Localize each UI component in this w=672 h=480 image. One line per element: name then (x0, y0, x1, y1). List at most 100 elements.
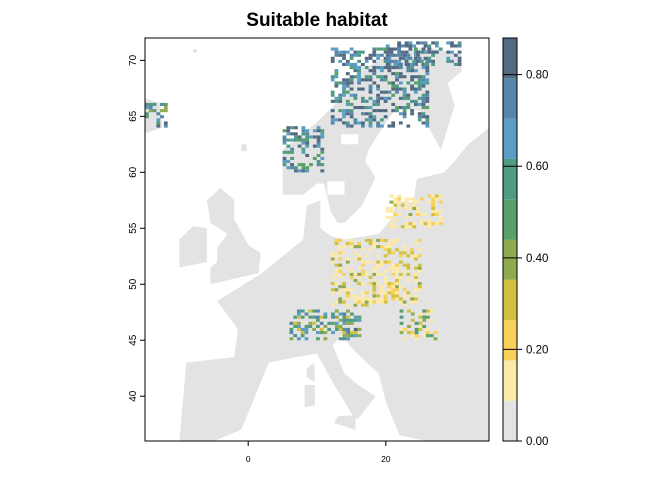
habitat-cell (383, 300, 388, 304)
habitat-cell (408, 56, 413, 60)
habitat-cell (330, 118, 335, 122)
habitat-cell (368, 87, 373, 91)
habitat-cell (349, 87, 354, 91)
habitat-cell (372, 99, 377, 103)
habitat-cell (163, 109, 168, 113)
habitat-cell (391, 66, 396, 70)
habitat-cell (380, 297, 384, 301)
habitat-cell (418, 327, 423, 331)
habitat-cell (160, 109, 164, 113)
habitat-cell (416, 212, 420, 216)
habitat-cell (407, 324, 411, 328)
habitat-cell (380, 260, 384, 264)
habitat-cell (446, 41, 451, 45)
habitat-cell (391, 263, 396, 267)
habitat-cell (323, 315, 328, 319)
habitat-cell (426, 309, 430, 313)
habitat-cell (412, 222, 417, 226)
habitat-cell (361, 291, 365, 295)
habitat-cell (426, 315, 430, 319)
habitat-cell (338, 275, 343, 279)
habitat-cell (286, 160, 291, 164)
legend-bin-4 (503, 239, 517, 280)
habitat-cell (301, 141, 306, 145)
habitat-cell (423, 56, 428, 60)
habitat-cell (376, 121, 380, 125)
habitat-cell (345, 291, 350, 295)
habitat-cell (391, 81, 396, 85)
habitat-cell (376, 124, 380, 128)
habitat-cell (361, 260, 365, 264)
habitat-cell (349, 238, 354, 242)
habitat-cell (414, 327, 419, 331)
habitat-cell (421, 81, 426, 85)
habitat-cell (338, 312, 343, 316)
habitat-cell (350, 318, 354, 322)
habitat-cell (372, 66, 377, 70)
habitat-cell (342, 282, 346, 286)
habitat-cell (342, 321, 347, 325)
habitat-cell (330, 93, 335, 97)
y-tick-label-45: 45 (128, 334, 139, 346)
habitat-cell (372, 266, 377, 270)
habitat-cell (334, 254, 339, 258)
habitat-cell (342, 337, 347, 341)
habitat-cell (404, 200, 409, 204)
habitat-cell (361, 300, 365, 304)
habitat-cell (349, 269, 354, 273)
habitat-cell (450, 44, 454, 48)
habitat-cell (349, 294, 354, 298)
habitat-cell (160, 102, 164, 106)
habitat-cell (421, 115, 426, 119)
map-title: Suitable habitat (246, 10, 388, 31)
habitat-cell (395, 90, 399, 94)
habitat-cell (320, 150, 325, 154)
habitat-cell (368, 242, 373, 246)
habitat-cell (402, 53, 407, 57)
habitat-cell (395, 288, 399, 292)
habitat-cell (293, 315, 298, 319)
habitat-cell (383, 78, 388, 82)
habitat-cell (398, 254, 403, 258)
habitat-cell (385, 44, 390, 48)
habitat-cell (427, 200, 432, 204)
habitat-cell (372, 291, 377, 295)
habitat-cell (334, 75, 339, 79)
habitat-cell (383, 254, 388, 258)
habitat-cell (338, 324, 343, 328)
habitat-cell (282, 156, 287, 160)
habitat-cell (353, 93, 358, 97)
habitat-cell (282, 150, 287, 154)
habitat-cell (383, 282, 388, 286)
habitat-cell (395, 78, 399, 82)
habitat-cell (422, 318, 427, 322)
habitat-cell (297, 163, 302, 167)
habitat-cell (290, 150, 294, 154)
habitat-cell (387, 285, 392, 289)
habitat-cell (345, 109, 350, 113)
habitat-cell (419, 212, 424, 216)
habitat-cell (357, 72, 361, 76)
habitat-cell (353, 118, 358, 122)
habitat-cell (368, 56, 373, 60)
habitat-cell (391, 272, 396, 276)
habitat-cell (383, 90, 388, 94)
habitat-cell (393, 203, 398, 207)
habitat-cell (350, 331, 354, 335)
habitat-cell (410, 331, 415, 335)
habitat-cell (312, 156, 317, 160)
habitat-cell (395, 291, 399, 295)
habitat-cell (450, 41, 454, 45)
habitat-cell (418, 324, 423, 328)
habitat-cell (393, 219, 398, 223)
habitat-cell (305, 153, 310, 157)
habitat-cell (353, 66, 358, 70)
habitat-cell (330, 282, 335, 286)
habitat-cell (372, 118, 377, 122)
habitat-cell (372, 72, 377, 76)
habitat-cell (297, 309, 301, 313)
habitat-cell (145, 115, 149, 119)
habitat-cell (417, 87, 422, 91)
habitat-cell (421, 121, 426, 125)
habitat-cell (387, 282, 392, 286)
